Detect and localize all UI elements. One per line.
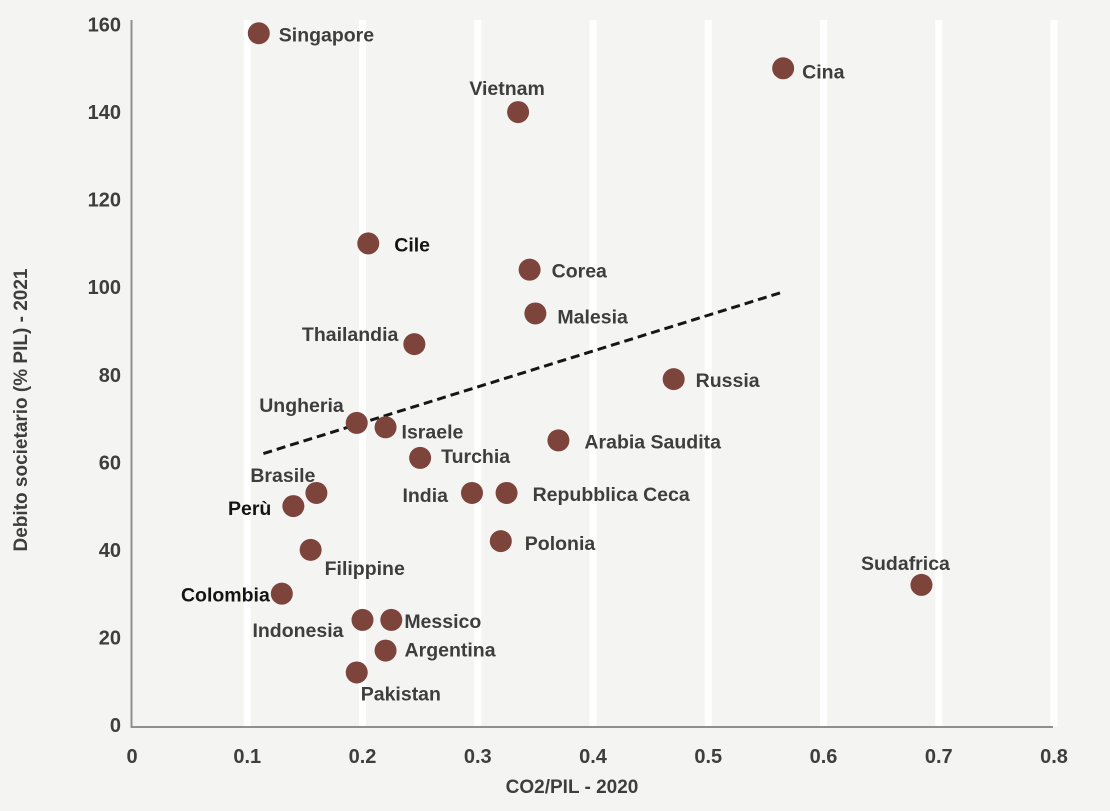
- point-vietnam: [507, 101, 530, 124]
- x-tick-0.3: 0.3: [464, 746, 492, 768]
- label-colombia: Colombia: [181, 585, 270, 607]
- label-cile: Cile: [394, 234, 430, 256]
- point-filippine: [299, 538, 322, 561]
- point-russia: [662, 368, 685, 391]
- y-tick-60: 60: [99, 452, 121, 474]
- y-tick-120: 120: [88, 190, 121, 212]
- point-argentina: [374, 639, 397, 662]
- gridline-x-0.4: [589, 20, 597, 727]
- point-israele: [374, 416, 397, 439]
- label-filippine: Filippine: [325, 558, 405, 580]
- label-corea: Corea: [552, 261, 607, 283]
- x-tick-0.7: 0.7: [925, 746, 953, 768]
- label-cina: Cina: [802, 61, 844, 83]
- point-cina: [772, 57, 795, 80]
- label-israele: Israele: [402, 421, 464, 443]
- point-repubblica-ceca: [495, 481, 518, 504]
- axes: [130, 20, 1053, 728]
- x-tick-0.5: 0.5: [694, 746, 722, 768]
- data-points: [247, 22, 933, 684]
- x-tick-0: 0: [126, 746, 137, 768]
- label-polonia: Polonia: [525, 533, 596, 555]
- gridline-x-0.7: [935, 20, 943, 727]
- y-tick-40: 40: [99, 540, 121, 562]
- point-messico: [380, 608, 403, 631]
- x-tick-labels: 0 0.1 0.2 0.3 0.4 0.5 0.6 0.7 0.8: [126, 746, 1067, 768]
- point-malesia: [524, 302, 547, 325]
- point-arabia-saudita: [547, 429, 570, 452]
- point-singapore: [247, 22, 270, 45]
- gridline-x-0.3: [474, 20, 482, 727]
- point-brasile: [305, 481, 328, 504]
- point-india: [460, 481, 483, 504]
- label-russia: Russia: [696, 370, 760, 392]
- x-tick-0.6: 0.6: [810, 746, 838, 768]
- y-tick-160: 160: [88, 15, 121, 37]
- point-indonesia: [351, 608, 374, 631]
- y-tick-140: 140: [88, 102, 121, 124]
- label-ungheria: Ungheria: [259, 395, 344, 417]
- label-turchia: Turchia: [441, 446, 510, 468]
- label-sudafrica: Sudafrica: [861, 553, 950, 575]
- y-tick-labels: 0 20 40 60 80 100 120 140 160: [88, 15, 121, 738]
- label-messico: Messico: [404, 611, 481, 633]
- point-polonia: [489, 530, 512, 553]
- point-pakistan: [345, 661, 368, 684]
- x-tick-0.2: 0.2: [349, 746, 377, 768]
- point-corea: [518, 258, 541, 281]
- y-tick-20: 20: [99, 627, 121, 649]
- x-tick-0.4: 0.4: [579, 746, 608, 768]
- label-malesia: Malesia: [557, 306, 628, 328]
- gridline-x-0.8: [1050, 20, 1058, 727]
- point-ungheria: [345, 411, 368, 434]
- point-labels: Singapore Cina Vietnam Cile Corea Malesia Thai…: [181, 24, 950, 705]
- point-per-: [282, 495, 305, 518]
- label-india: India: [402, 485, 448, 507]
- label-arabia-saudita: Arabia Saudita: [584, 431, 721, 453]
- gridline-x-0.6: [820, 20, 827, 727]
- y-tick-80: 80: [99, 365, 121, 387]
- label-vietnam: Vietnam: [469, 78, 545, 100]
- point-cile: [357, 232, 380, 255]
- label-repubblica-ceca: Repubblica Ceca: [533, 484, 690, 506]
- label-thailandia: Thailandia: [302, 324, 399, 346]
- gridline-x-0.1: [243, 20, 251, 727]
- y-tick-0: 0: [110, 715, 121, 737]
- point-turchia: [409, 446, 432, 469]
- x-tick-0.1: 0.1: [233, 746, 261, 768]
- point-thailandia: [403, 333, 426, 356]
- gridlines: [243, 20, 1058, 727]
- x-tick-0.8: 0.8: [1040, 746, 1068, 768]
- gridline-x-0.5: [704, 20, 712, 727]
- point-colombia: [270, 582, 293, 605]
- label-pakistan: Pakistan: [361, 683, 441, 705]
- x-axis-title: CO2/PIL - 2020: [506, 777, 639, 798]
- label-per-: Perù: [228, 498, 271, 520]
- point-sudafrica: [910, 573, 933, 596]
- label-indonesia: Indonesia: [252, 620, 343, 642]
- label-brasile: Brasile: [250, 465, 315, 487]
- gridline-x-0.2: [359, 20, 366, 727]
- y-axis-title: Debito societario (% PIL) - 2021: [11, 268, 32, 551]
- y-tick-100: 100: [88, 277, 121, 299]
- label-singapore: Singapore: [279, 24, 375, 46]
- label-argentina: Argentina: [405, 640, 496, 662]
